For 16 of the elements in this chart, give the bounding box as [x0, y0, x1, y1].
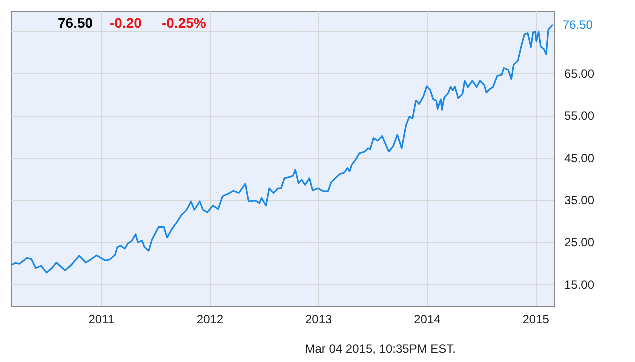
x-tick-label: 2014 [414, 312, 442, 326]
text: Mar 04 2015, 10:35PM EST. [305, 342, 456, 356]
annotation: -0.25% [162, 15, 207, 31]
x-tick-label: 2015 [522, 312, 550, 326]
x-tick-label: 2012 [196, 312, 224, 326]
y-tick-label: 25.00 [564, 236, 595, 250]
y-tick-label: 65.00 [564, 66, 595, 81]
y-tick-label: 35.00 [564, 193, 595, 208]
y-tick-label: 15.00 [564, 278, 595, 292]
annotation: 76.50 [58, 15, 94, 31]
y-tick-label: 45.00 [564, 151, 595, 166]
x-tick-label: 2013 [305, 312, 333, 326]
x-tick-label: 2011 [88, 312, 115, 326]
y-tick-label: 55.00 [564, 109, 595, 124]
annotation: -0.20 [110, 15, 142, 31]
annotation: 76.50 [562, 18, 594, 32]
